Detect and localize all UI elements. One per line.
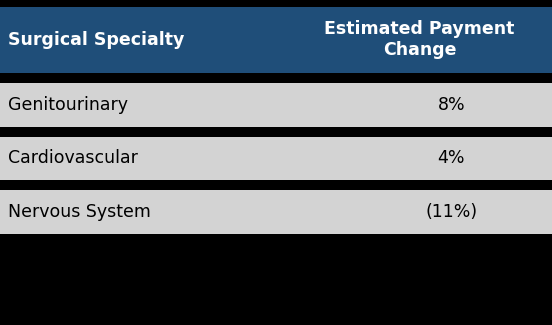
Text: 4%: 4% [438,150,465,167]
Text: Surgical Specialty: Surgical Specialty [8,31,185,49]
Text: 8%: 8% [438,96,465,114]
Bar [0,83,552,127]
Bar [0,6,552,73]
Text: (11%): (11%) [425,203,477,221]
Bar [0,136,552,180]
Text: Estimated Payment
Change: Estimated Payment Change [325,20,514,59]
Text: Genitourinary: Genitourinary [8,96,128,114]
Text: Nervous System: Nervous System [8,203,151,221]
Bar [0,190,552,234]
Text: Cardiovascular: Cardiovascular [8,150,138,167]
